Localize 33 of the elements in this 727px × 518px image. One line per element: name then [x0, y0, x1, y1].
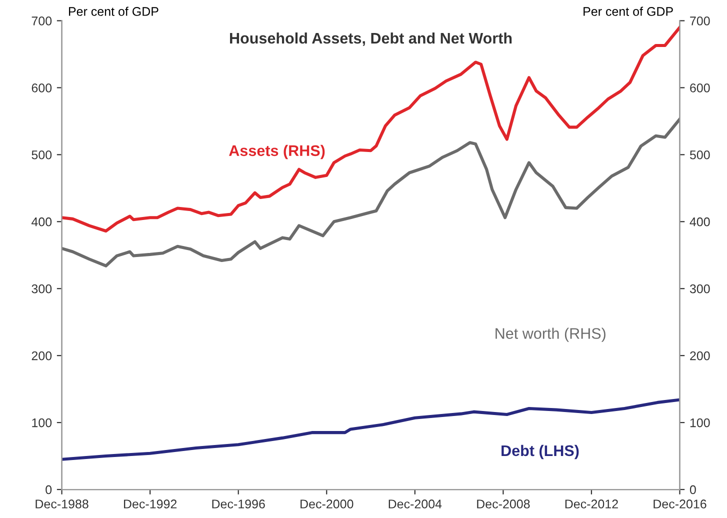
y2-tick-label: 700: [690, 16, 710, 26]
y-tick-label: 300: [32, 284, 52, 294]
y-tick-label: 100: [32, 418, 52, 428]
y2-tick-label: 200: [690, 351, 710, 360]
x-tick-label: Dec-2012: [565, 500, 618, 508]
text: Net worth (RHS): [496, 328, 606, 342]
text: Household Assets, Debt and Net Worth: [230, 32, 512, 46]
y2-tick-label: 600: [690, 83, 710, 92]
y-tick-label: 500: [32, 150, 52, 160]
y-tick-label: 200: [32, 351, 52, 360]
y2-tick-label: 0: [690, 485, 696, 494]
x-tick-label: Dec-2004: [388, 500, 442, 508]
y-tick-label: 600: [32, 83, 52, 92]
x-tick-label: Dec-1988: [36, 500, 88, 508]
line-series: [62, 398, 680, 461]
line-series: [62, 26, 680, 233]
text: Debt (LHS): [502, 444, 579, 460]
x-tick-label: Dec-1996: [212, 500, 265, 508]
series-label: Assets (RHS): [229, 144, 325, 160]
x-tick-label: Dec-2008: [477, 500, 530, 508]
y2-tick-label: 300: [690, 284, 710, 294]
y2-tick-label: 400: [690, 217, 710, 226]
y-tick-label: 700: [32, 16, 52, 26]
line-series: [62, 118, 680, 268]
x-tick-label: Dec-2016: [654, 500, 706, 508]
y2-tick-label: 100: [690, 418, 710, 428]
x-tick-label: Dec-1992: [124, 500, 177, 508]
y-axis-title: Per cent of GDP: [69, 6, 158, 16]
y-tick-label: 0: [46, 485, 52, 494]
x-tick-label: Dec-2000: [300, 500, 354, 508]
y2-axis-title: Per cent of GDP: [584, 6, 673, 16]
y2-tick-label: 500: [690, 150, 710, 160]
y-tick-label: 400: [32, 217, 52, 226]
